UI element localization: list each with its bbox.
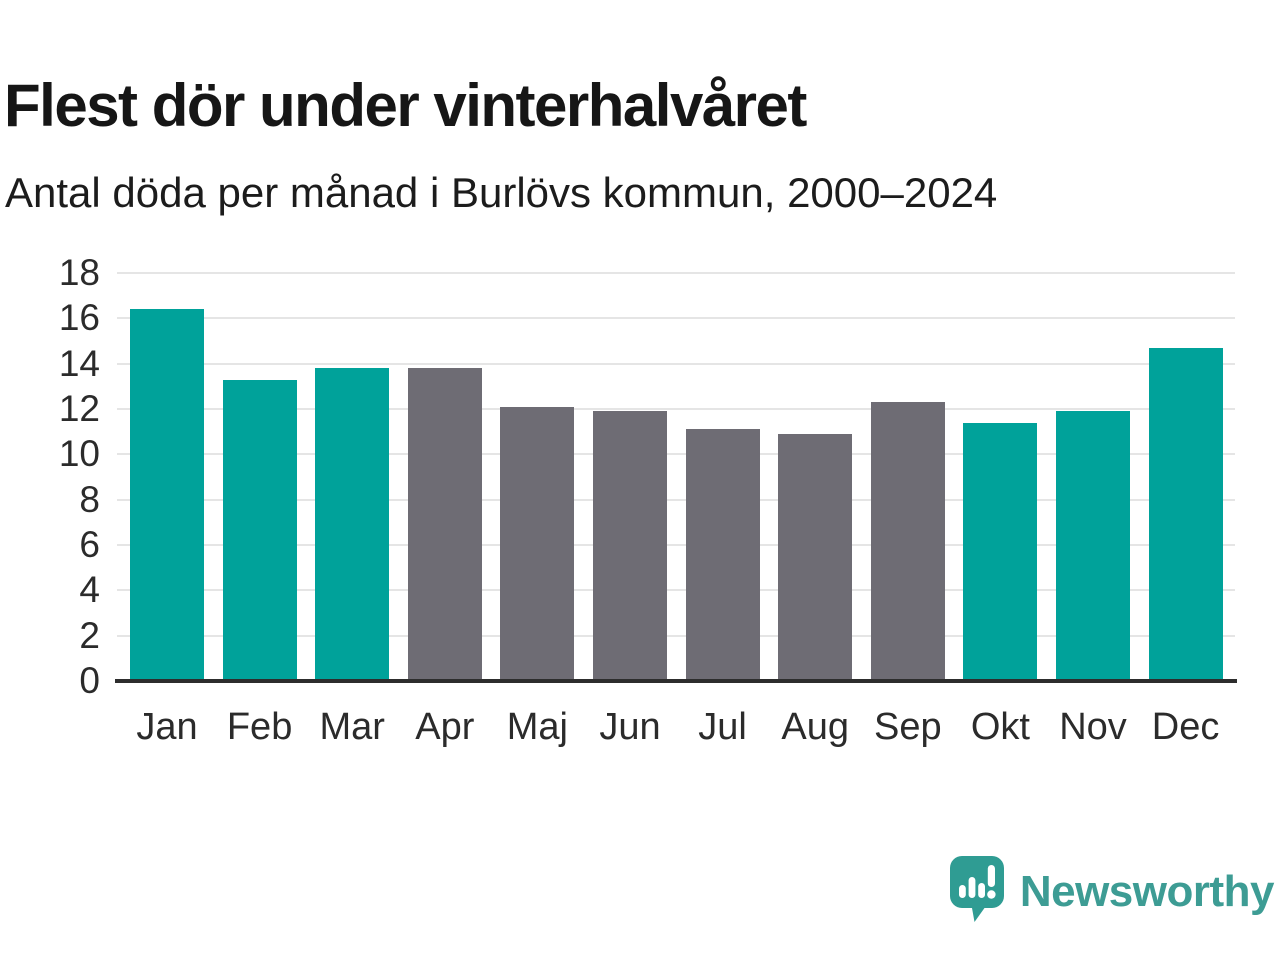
y-axis-tick-label: 0	[79, 660, 100, 701]
x-axis-line	[115, 679, 1237, 683]
newsworthy-logo-icon	[949, 856, 1004, 922]
bar-okt	[963, 422, 1038, 681]
x-axis-month-label: Aug	[781, 706, 849, 748]
y-axis-tick-label: 4	[79, 569, 100, 611]
x-axis-month-label: Jan	[136, 706, 198, 748]
gridline	[117, 589, 1235, 592]
bar-nov	[1056, 411, 1130, 681]
x-axis-month-label: Maj	[506, 706, 568, 748]
x-axis-month-label: Apr	[415, 706, 475, 748]
x-axis-month-label: Nov	[1059, 706, 1127, 748]
x-axis-month-label: Sep	[873, 706, 942, 748]
x-axis-month-label: Okt	[970, 706, 1030, 748]
gridline	[117, 634, 1235, 637]
bar-jan	[130, 309, 204, 681]
y-axis-tick-label: 8	[79, 478, 100, 520]
bar-jun	[593, 411, 667, 681]
bar-feb	[222, 379, 297, 681]
x-axis-month-label: Dec	[1151, 706, 1220, 748]
y-axis-tick-label: 18	[58, 252, 100, 293]
bar-maj	[500, 406, 575, 681]
gridline	[117, 272, 1235, 274]
y-axis-tick-label: 14	[58, 342, 100, 384]
bar-aug	[778, 433, 853, 681]
bar-dec	[1148, 347, 1223, 681]
chart-title: Flest dör under vinterhalvåret	[4, 72, 807, 140]
y-axis-tick-label: 2	[79, 614, 100, 656]
bar-sep	[870, 402, 945, 681]
gridline	[117, 408, 1235, 410]
gridline	[117, 544, 1235, 546]
gridline	[117, 498, 1235, 501]
y-axis-tick-label: 12	[58, 388, 100, 429]
x-axis-month-label: Jul	[698, 706, 747, 748]
gridline	[117, 453, 1235, 456]
chart-subtitle: Antal döda per månad i Burlövs kommun, 2…	[5, 169, 998, 216]
gridline	[117, 317, 1235, 320]
bar-jul	[685, 429, 760, 681]
plot-area: 0 2 4 6 8 10 12 14 16 18 Jan Feb Mar Apr Maj Jun Jul Aug S…	[59, 252, 1237, 748]
gridline	[117, 362, 1235, 365]
bar-mar	[315, 368, 390, 681]
y-axis-tick-label: 10	[58, 433, 100, 475]
brand-lockup: Newsworthy	[949, 854, 1275, 930]
x-axis-month-label: Feb	[226, 706, 293, 748]
y-axis-tick-label: 6	[79, 524, 100, 565]
brand-name: Newsworthy	[1019, 867, 1275, 916]
bar-apr	[407, 368, 482, 681]
x-axis-month-label: Mar	[319, 706, 385, 748]
x-axis-month-label: Jun	[599, 706, 661, 748]
y-axis-tick-label: 16	[58, 297, 100, 339]
